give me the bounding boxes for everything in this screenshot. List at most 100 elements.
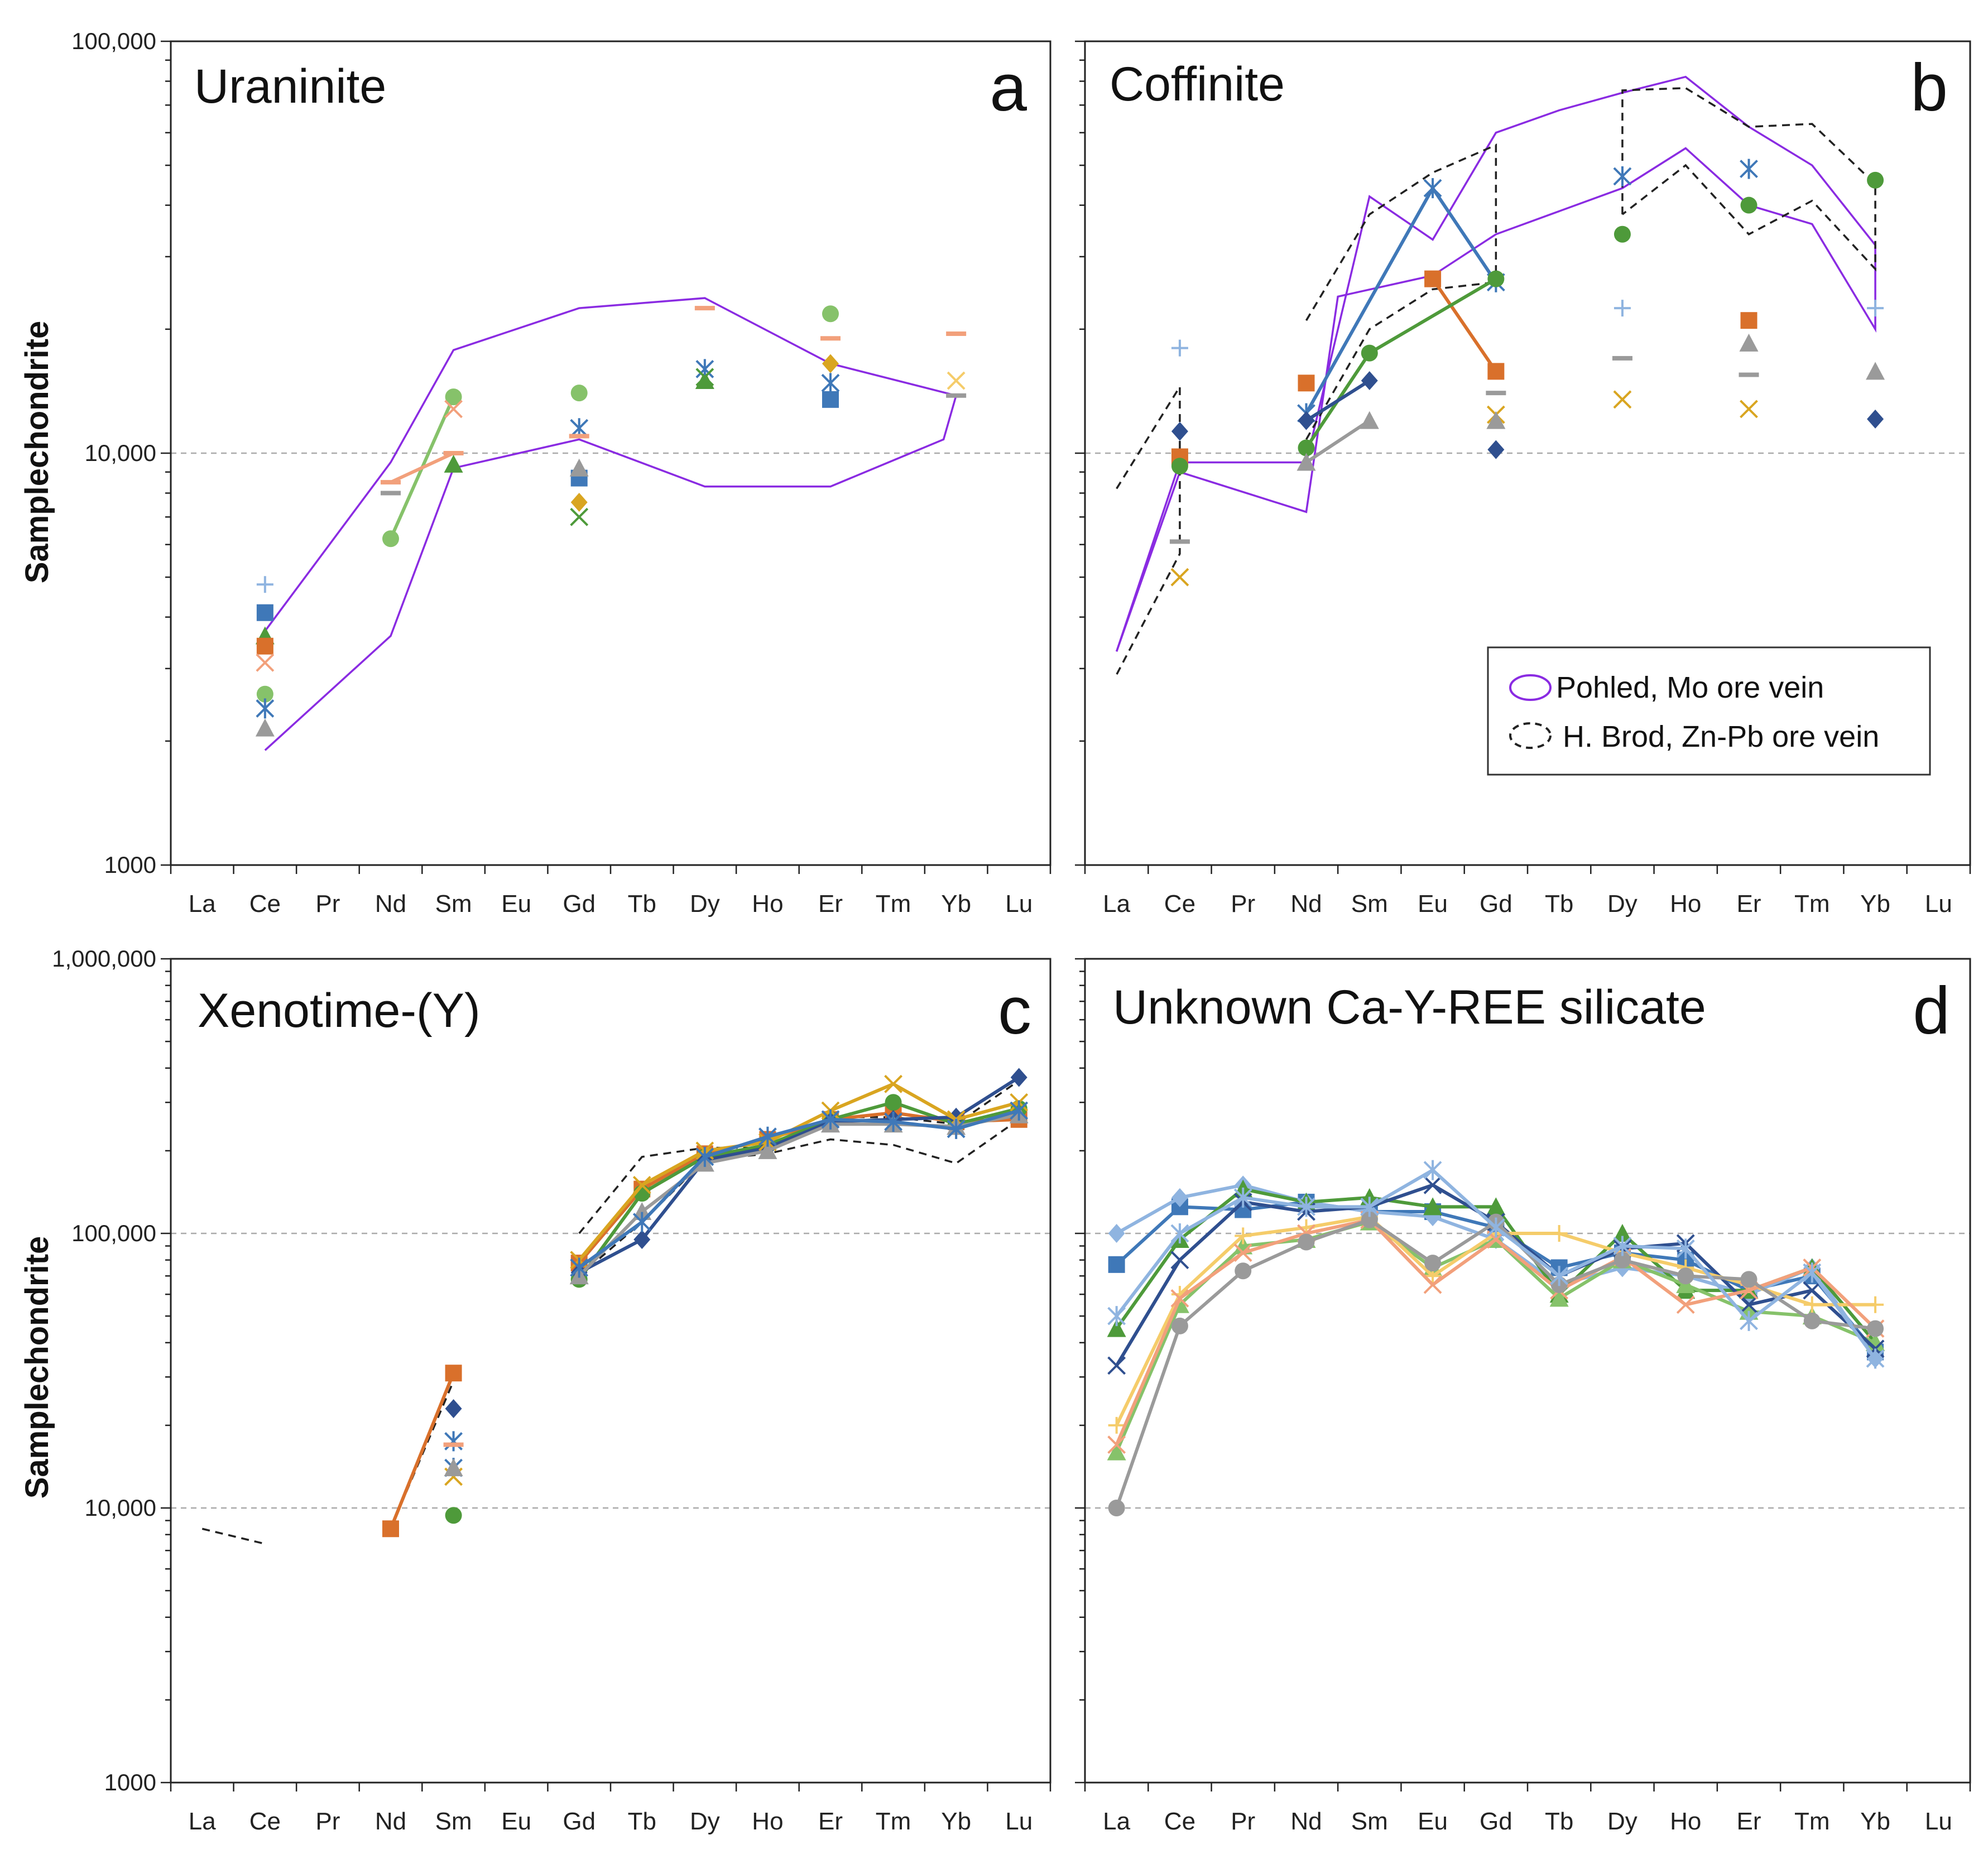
panel-d-xtick-label-sm: Sm bbox=[1351, 1808, 1388, 1835]
panel-b-data-point bbox=[1740, 158, 1758, 179]
panel-c-envelope-0 bbox=[201, 1528, 266, 1545]
panel-d-data-point bbox=[1361, 1211, 1378, 1228]
panel-b-data-point bbox=[1171, 458, 1188, 475]
panel-c-data-point bbox=[758, 1126, 777, 1147]
panel-a-data-point bbox=[256, 698, 275, 719]
panel-a-data-point bbox=[445, 388, 462, 406]
panel-c-data-point bbox=[695, 1146, 714, 1167]
panel-a-series-a-yellow bbox=[947, 371, 966, 390]
panel-a-series-a-dashes bbox=[569, 306, 967, 439]
panel-d-data-point bbox=[1170, 1251, 1189, 1270]
panel-a-title: Uraninite bbox=[194, 60, 386, 113]
panel-c-xtick-label-la: La bbox=[189, 1808, 216, 1835]
panel-c-data-point bbox=[382, 1520, 399, 1538]
panel-d-data-point bbox=[1803, 1296, 1821, 1313]
panel-b-xtick-label-gd: Gd bbox=[1480, 890, 1512, 918]
panel-d-data-point bbox=[1108, 1416, 1125, 1434]
legend-box bbox=[1487, 646, 1931, 776]
panel-d-data-point bbox=[1614, 1251, 1631, 1269]
panel-d-data-point bbox=[1107, 1442, 1126, 1461]
panel-d-title: Unknown Ca-Y-REE silicate bbox=[1113, 981, 1706, 1034]
panel-d-data-point bbox=[1235, 1227, 1252, 1245]
panel-b-xtick-label-er: Er bbox=[1737, 890, 1761, 918]
panel-d-xtick-label-nd: Nd bbox=[1290, 1808, 1322, 1835]
panel-b-data-point bbox=[1613, 390, 1632, 409]
panel-b-xtick-label-pr: Pr bbox=[1231, 890, 1255, 918]
panel-a-xtick-label-ho: Ho bbox=[752, 890, 783, 918]
panel-d-xtick-label-dy: Dy bbox=[1607, 1808, 1638, 1835]
panel-a-series-a-salmon-x bbox=[256, 400, 463, 672]
panel-c-series-c-sm-pts bbox=[445, 1399, 462, 1419]
panel-d-data-point bbox=[1549, 1289, 1569, 1307]
panel-b-y-ticks bbox=[1075, 40, 1085, 866]
panel-c-xtick-label-yb: Yb bbox=[941, 1808, 971, 1835]
panel-b-data-point bbox=[1613, 166, 1632, 186]
panel-b-data-point bbox=[1740, 312, 1757, 329]
panel-c-data-point bbox=[445, 1365, 462, 1382]
panel-b-data-point bbox=[1867, 300, 1884, 317]
panel-d-xtick-label-ho: Ho bbox=[1670, 1808, 1701, 1835]
panel-d-data-point bbox=[1108, 1500, 1125, 1516]
panel-d-data-point bbox=[1424, 1255, 1442, 1272]
panel-b-data-point bbox=[1361, 344, 1378, 362]
panel-d-data-point bbox=[1107, 1356, 1126, 1375]
panel-c-ytick-label: 100,000 bbox=[71, 1220, 156, 1246]
panel-d-series bbox=[1107, 1160, 1885, 1516]
panel-b-series-b-gray-tri bbox=[1486, 333, 1885, 429]
panel-b-xtick-label-sm: Sm bbox=[1351, 890, 1388, 918]
panel-c-series-line bbox=[578, 1075, 1020, 1274]
panel-b-data-point bbox=[1740, 400, 1758, 419]
panel-d-xtick-label-tb: Tb bbox=[1545, 1808, 1573, 1835]
panel-d-data-point bbox=[1866, 1348, 1885, 1369]
panel-c-data-point bbox=[821, 1109, 840, 1130]
panel-d-data-point bbox=[1677, 1267, 1694, 1285]
panel-b-data-point bbox=[1170, 568, 1189, 587]
panel-b-series-line bbox=[1431, 277, 1497, 373]
panel-d-data-point bbox=[1867, 1296, 1884, 1313]
panel-d-data-point bbox=[1107, 1319, 1126, 1337]
panel-b-data-point bbox=[1740, 196, 1757, 214]
panel-c-data-point bbox=[632, 1212, 651, 1232]
panel-b-xtick-label-eu: Eu bbox=[1418, 890, 1448, 918]
panel-c-xtick-label-gd: Gd bbox=[563, 1808, 596, 1835]
panel-a-xtick-label-tb: Tb bbox=[628, 890, 656, 918]
panel-b-envelope-1 bbox=[1115, 147, 1876, 652]
panel-d-xtick-label-tm: Tm bbox=[1794, 1808, 1830, 1835]
panel-b-series-b-gray bbox=[1296, 411, 1379, 471]
panel-b-series-line bbox=[1305, 379, 1371, 422]
panel-d-data-point bbox=[1360, 1197, 1379, 1217]
panel-b-data-point bbox=[1614, 300, 1631, 317]
panel-a-xtick-label-ce: Ce bbox=[249, 890, 281, 918]
panel-a-data-point bbox=[822, 354, 839, 373]
panel-a-data-point bbox=[947, 371, 966, 390]
panel-a-data-point bbox=[695, 371, 714, 390]
panel-b-data-point bbox=[1298, 411, 1315, 430]
panel-a-series-a-lightblue bbox=[256, 576, 273, 593]
panel-a-series bbox=[255, 305, 967, 737]
panel-d-data-point bbox=[1613, 1236, 1632, 1256]
panel-a-xtick-label-sm: Sm bbox=[435, 890, 472, 918]
panel-a-series-a-gray bbox=[255, 458, 589, 737]
panel-a-xtick-label-gd: Gd bbox=[563, 890, 596, 918]
panel-a-data-point bbox=[946, 393, 967, 398]
panel-a-x-ticks: La Ce Pr Nd Sm Eu Gd Tb Dy Ho Er Tm Yb Lu bbox=[170, 865, 1051, 918]
panel-d-data-point bbox=[1676, 1295, 1695, 1314]
panel-c-xtick-label-er: Er bbox=[818, 1808, 843, 1835]
panel-c-xtick-label-ho: Ho bbox=[752, 1808, 783, 1835]
panel-c-series-line bbox=[389, 1372, 455, 1530]
panel-d-x-ticks: La Ce Pr Nd Sm Eu Gd Tb Dy Ho Er Tm Yb Lu bbox=[1084, 1783, 1971, 1835]
panel-b-data-point bbox=[1298, 439, 1315, 457]
panel-b-series-b-navy-pts bbox=[1171, 409, 1884, 459]
panel-d-xtick-label-ce: Ce bbox=[1164, 1808, 1195, 1835]
panel-d-data-point bbox=[1740, 1271, 1757, 1288]
panel-b-series-b-dashes bbox=[1169, 356, 1759, 544]
panel-b-data-point bbox=[1487, 270, 1505, 287]
panel-c-xtick-label-sm: Sm bbox=[435, 1808, 472, 1835]
panel-a-series-a-steelblue bbox=[256, 359, 840, 719]
panel-b-xtick-label-tb: Tb bbox=[1545, 890, 1573, 918]
panel-a-data-point bbox=[381, 491, 401, 496]
panel-a-series-a-gold bbox=[570, 354, 839, 512]
panel-a-ytick-label: 10,000 bbox=[85, 440, 156, 466]
